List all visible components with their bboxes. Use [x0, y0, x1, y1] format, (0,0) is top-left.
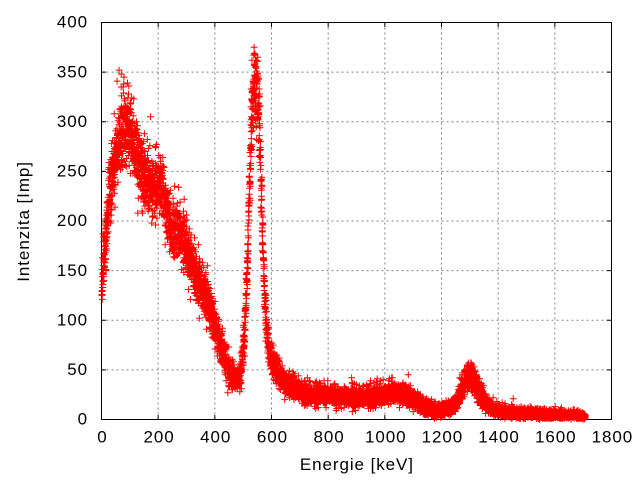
svg-text:1800: 1800 [592, 428, 634, 447]
svg-text:1000: 1000 [365, 428, 407, 447]
svg-text:200: 200 [143, 428, 174, 447]
svg-text:200: 200 [57, 211, 88, 230]
svg-text:400: 400 [57, 13, 88, 32]
svg-text:150: 150 [57, 261, 88, 280]
svg-text:1200: 1200 [422, 428, 464, 447]
svg-text:1400: 1400 [478, 428, 520, 447]
svg-text:Energie [keV]: Energie [keV] [300, 455, 414, 474]
svg-text:0: 0 [97, 428, 107, 447]
svg-text:600: 600 [257, 428, 288, 447]
svg-text:50: 50 [67, 360, 88, 379]
svg-text:800: 800 [313, 428, 344, 447]
svg-text:100: 100 [57, 310, 88, 329]
svg-text:1600: 1600 [535, 428, 577, 447]
svg-text:250: 250 [57, 162, 88, 181]
svg-text:300: 300 [57, 112, 88, 131]
svg-text:350: 350 [57, 62, 88, 81]
svg-text:Intenzita [Imp]: Intenzita [Imp] [14, 161, 33, 282]
svg-text:0: 0 [78, 410, 88, 429]
svg-text:400: 400 [200, 428, 231, 447]
